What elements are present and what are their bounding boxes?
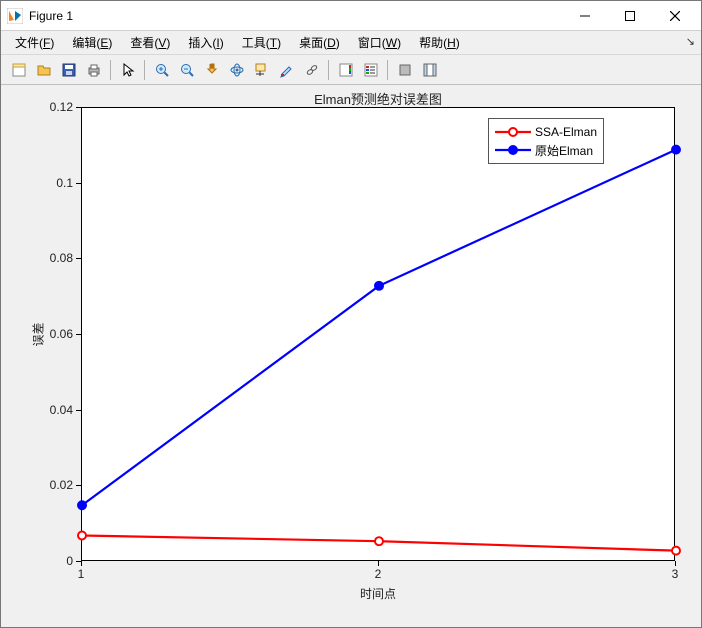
legend-row: 原始Elman: [495, 141, 597, 159]
xtick: [378, 561, 379, 566]
toolbar: [1, 55, 701, 85]
rotate-3d-icon[interactable]: [225, 58, 248, 81]
axes-box: SSA-Elman 原始Elman: [81, 107, 675, 561]
menu-v[interactable]: 查看(V): [122, 32, 178, 53]
legend-row: SSA-Elman: [495, 123, 597, 141]
close-button[interactable]: [652, 2, 697, 30]
maximize-button[interactable]: [607, 2, 652, 30]
xtick-label: 3: [672, 567, 679, 581]
legend-swatch-icon: [495, 125, 531, 139]
legend-swatch-icon: [495, 143, 531, 157]
pointer-icon[interactable]: [116, 58, 139, 81]
toolbar-divider: [387, 60, 388, 80]
legend-label: SSA-Elman: [535, 125, 597, 139]
xtick: [81, 561, 82, 566]
ytick-label: 0.08: [50, 251, 73, 265]
ytick-label: 0.04: [50, 403, 73, 417]
figure-window: Figure 1 文件(F)编辑(E)查看(V)插入(I)工具(T)桌面(D)窗…: [0, 0, 702, 628]
legend-label: 原始Elman: [535, 142, 593, 159]
titlebar: Figure 1: [1, 1, 701, 31]
window-buttons: [562, 2, 697, 30]
chart-svg: [82, 108, 676, 562]
menubar: 文件(F)编辑(E)查看(V)插入(I)工具(T)桌面(D)窗口(W)帮助(H)…: [1, 31, 701, 55]
ytick: [76, 334, 81, 335]
xtick-label: 2: [375, 567, 382, 581]
zoom-in-icon[interactable]: [150, 58, 173, 81]
legend-box[interactable]: SSA-Elman 原始Elman: [488, 118, 604, 164]
new-figure-icon[interactable]: [7, 58, 30, 81]
minimize-button[interactable]: [562, 2, 607, 30]
menu-w[interactable]: 窗口(W): [350, 32, 409, 53]
ytick-label: 0.1: [56, 176, 73, 190]
ytick: [76, 183, 81, 184]
app-icon: [7, 8, 23, 24]
menu-d[interactable]: 桌面(D): [291, 32, 348, 53]
menu-t[interactable]: 工具(T): [234, 32, 289, 53]
print-icon[interactable]: [82, 58, 105, 81]
ytick: [76, 561, 81, 562]
hide-plot-tools-icon[interactable]: [393, 58, 416, 81]
pan-icon[interactable]: [200, 58, 223, 81]
ytick: [76, 485, 81, 486]
brush-icon[interactable]: [275, 58, 298, 81]
ytick: [76, 258, 81, 259]
window-title: Figure 1: [29, 9, 562, 23]
figure-area: SSA-Elman 原始Elman Elman预测绝对误差图 1 2 3 时间点 0 0.02…: [1, 85, 701, 627]
ytick: [76, 410, 81, 411]
save-icon[interactable]: [57, 58, 80, 81]
ytick-label: 0.12: [50, 100, 73, 114]
toolbar-divider: [144, 60, 145, 80]
chart-title: Elman预测绝对误差图: [314, 89, 442, 108]
ytick: [76, 107, 81, 108]
zoom-out-icon[interactable]: [175, 58, 198, 81]
insert-legend-icon[interactable]: [359, 58, 382, 81]
xtick: [675, 561, 676, 566]
toolbar-divider: [110, 60, 111, 80]
ytick-label: 0.06: [50, 327, 73, 341]
insert-colorbar-icon[interactable]: [334, 58, 357, 81]
menu-e[interactable]: 编辑(E): [64, 32, 120, 53]
open-file-icon[interactable]: [32, 58, 55, 81]
toolbar-divider: [328, 60, 329, 80]
xtick-label: 1: [78, 567, 85, 581]
show-plot-tools-icon[interactable]: [418, 58, 441, 81]
data-cursor-icon[interactable]: [250, 58, 273, 81]
dock-arrow-icon[interactable]: ↘: [686, 35, 695, 48]
ytick-label: 0.02: [50, 478, 73, 492]
menu-f[interactable]: 文件(F): [7, 32, 62, 53]
xlabel: 时间点: [360, 585, 396, 602]
ylabel: 误差: [30, 322, 47, 346]
menu-i[interactable]: 插入(I): [180, 32, 231, 53]
link-icon[interactable]: [300, 58, 323, 81]
ytick-label: 0: [66, 554, 73, 568]
menu-h[interactable]: 帮助(H): [411, 32, 468, 53]
